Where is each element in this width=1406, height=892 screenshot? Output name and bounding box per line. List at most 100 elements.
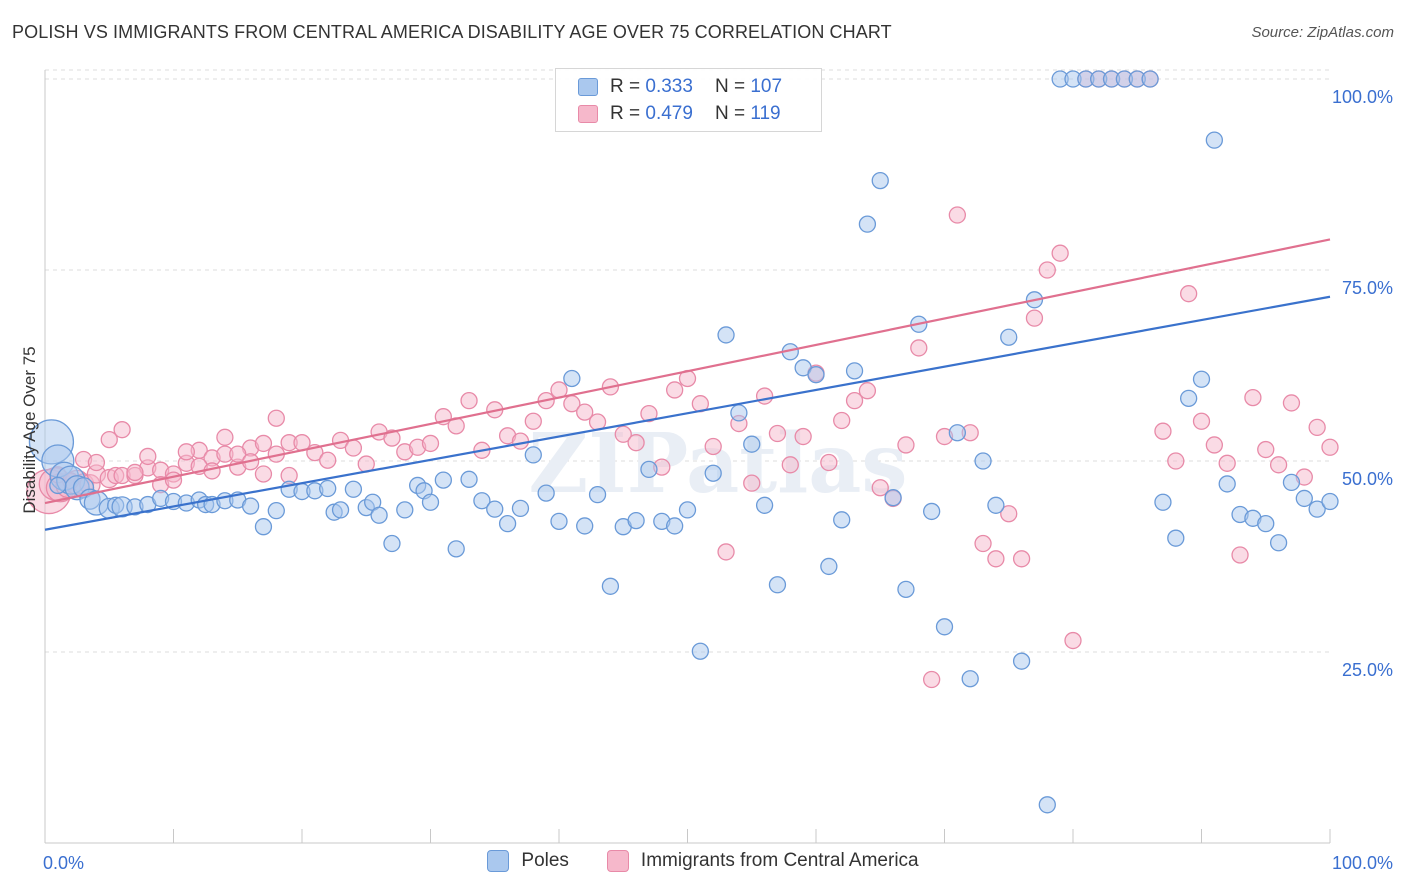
data-point — [588, 485, 607, 504]
data-point — [871, 479, 889, 497]
data-point — [524, 412, 542, 430]
data-point — [100, 430, 118, 449]
data-point — [344, 480, 363, 498]
data-point — [1154, 493, 1172, 511]
data-point — [563, 369, 581, 388]
n-label: N = — [714, 103, 746, 124]
data-point — [473, 492, 491, 510]
data-point — [447, 540, 465, 558]
series-immigrants — [26, 70, 1339, 689]
data-point — [820, 453, 838, 472]
r-label: R = — [610, 76, 641, 97]
data-point — [1051, 244, 1069, 262]
trend-lines — [44, 238, 1331, 531]
y-tick-label: 25.0% — [1342, 660, 1393, 680]
data-point — [1192, 412, 1211, 430]
data-point — [550, 512, 568, 531]
x-tick-label-min: 0.0% — [43, 853, 84, 873]
data-point — [704, 464, 722, 482]
data-point — [717, 326, 735, 344]
data-point — [1269, 456, 1288, 474]
data-point — [1180, 389, 1198, 408]
data-point — [396, 501, 414, 519]
data-point — [601, 577, 620, 595]
data-point — [1167, 529, 1185, 547]
data-point — [858, 215, 877, 233]
data-point — [1012, 550, 1031, 568]
grid — [45, 69, 1330, 653]
data-point — [1205, 436, 1223, 454]
data-point — [434, 471, 453, 489]
series-legend: Poles Immigrants from Central America — [0, 850, 1406, 872]
data-point — [216, 428, 234, 446]
n-value: 119 — [750, 103, 781, 124]
data-point — [743, 435, 761, 453]
data-point — [820, 557, 838, 576]
data-point — [1000, 505, 1018, 523]
n-label: N = — [714, 76, 746, 97]
series-poles — [28, 70, 1339, 814]
r-value: 0.333 — [645, 76, 693, 97]
immigrants-swatch — [606, 850, 629, 872]
data-point — [576, 403, 594, 421]
data-point — [511, 432, 530, 450]
data-point — [1295, 489, 1313, 508]
tick-labels: 25.0% 50.0% 75.0% 100.0% 0.0% 100.0% — [43, 87, 1393, 873]
data-point — [1000, 328, 1018, 346]
data-point — [1257, 440, 1275, 459]
data-point — [177, 443, 196, 461]
data-point — [460, 391, 478, 410]
data-point — [113, 421, 131, 439]
data-point — [1205, 131, 1223, 149]
data-point — [421, 434, 440, 453]
data-point — [1012, 652, 1031, 670]
data-point — [139, 447, 157, 466]
data-point — [640, 460, 658, 479]
data-point — [755, 496, 774, 514]
data-point — [666, 517, 684, 535]
poles-swatch — [578, 78, 598, 96]
data-point — [923, 670, 941, 689]
r-label: R = — [610, 103, 641, 124]
data-point — [241, 497, 260, 515]
data-point — [1308, 500, 1326, 518]
data-point — [1282, 473, 1301, 492]
data-point — [1167, 452, 1185, 470]
y-axis-label-wrap: Disability Age Over 75 — [18, 300, 42, 560]
data-point — [627, 511, 645, 530]
legend-item-immigrants[interactable]: Immigrants from Central America — [606, 850, 919, 872]
data-point — [486, 500, 504, 518]
data-point — [794, 427, 812, 446]
data-point — [1192, 370, 1211, 388]
data-point — [948, 424, 966, 442]
data-point — [1321, 438, 1339, 456]
data-point — [743, 474, 761, 492]
legend-item-poles[interactable]: Poles — [487, 850, 569, 872]
source-label: Source: ZipAtlas.com — [1251, 24, 1394, 41]
data-point — [1308, 418, 1326, 437]
data-point — [524, 446, 542, 464]
data-point — [1025, 309, 1044, 327]
data-point — [49, 476, 67, 495]
correlation-legend: R = 0.333 N = 107 R = 0.479 N = 119 — [555, 68, 822, 132]
data-point — [370, 506, 388, 524]
data-point — [1180, 285, 1198, 303]
data-point — [666, 381, 684, 399]
legend-row-poles: R = 0.333 N = 107 — [578, 74, 782, 100]
legend-label-poles: Poles — [521, 850, 569, 871]
data-point — [768, 576, 787, 594]
x-tick-label-max: 100.0% — [1332, 853, 1393, 873]
data-point — [833, 511, 851, 529]
data-point — [961, 670, 979, 688]
data-point — [1154, 422, 1172, 440]
data-point — [987, 550, 1005, 568]
data-point — [576, 517, 594, 535]
data-point — [344, 439, 363, 457]
data-point — [1231, 546, 1249, 564]
data-point — [974, 452, 992, 470]
data-point — [126, 463, 144, 482]
data-point — [678, 501, 697, 519]
data-point — [331, 501, 350, 519]
data-point — [845, 362, 864, 380]
immigrants-swatch — [578, 105, 598, 123]
